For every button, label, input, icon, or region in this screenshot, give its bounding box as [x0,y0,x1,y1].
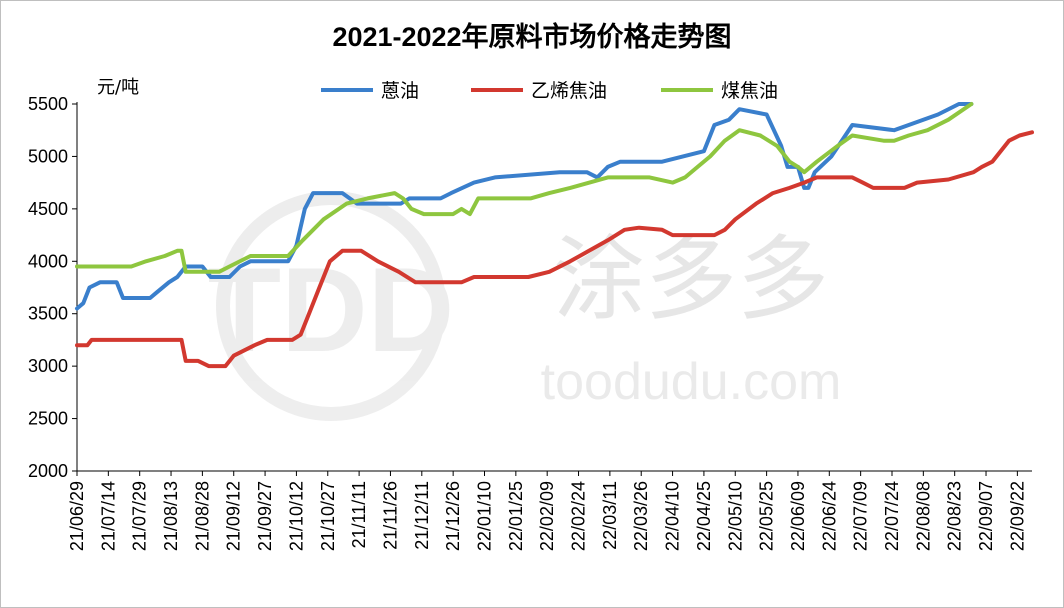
x-tick-label: 22/08/23 [945,481,965,551]
y-tick-label: 5500 [28,94,68,114]
x-tick-label: 22/06/24 [819,481,839,551]
legend-label-3: 煤焦油 [721,80,778,102]
x-tick-label: 21/11/11 [349,481,369,548]
y-tick-label: 3000 [28,356,68,376]
watermark-url: toodudu.com [541,353,842,411]
y-tick-label: 2500 [28,409,68,429]
x-tick-label: 22/05/10 [725,481,745,551]
x-tick-label: 22/06/09 [788,481,808,551]
x-tick-label: 22/08/08 [913,481,933,551]
x-tick-label: 21/10/27 [318,481,338,551]
x-tick-label: 21/12/26 [443,481,463,551]
x-tick-label: 22/03/11 [600,481,620,550]
watermark: TDD 涂多多 toodudu.com [208,191,842,421]
x-tick-label: 22/01/10 [474,481,494,551]
watermark-brand: 涂多多 [553,226,829,333]
x-tick-label: 22/07/09 [851,481,871,551]
watermark-logo-ring [216,191,446,421]
x-tick-label: 22/02/24 [569,481,589,551]
series-layer [75,102,1034,369]
x-tick-label: 22/09/07 [976,481,996,551]
y-axis-unit: 元/吨 [97,77,139,98]
legend-label-1: 蒽油 [381,80,419,102]
series-line-3 [75,102,974,274]
x-tick-label: 21/06/29 [67,481,87,551]
x-tick-label: 22/03/26 [631,481,651,551]
x-tick-label: 21/08/28 [192,481,212,551]
x-tick-label: 21/08/13 [161,481,181,551]
legend: 蒽油 乙烯焦油 煤焦油 [321,80,778,102]
series-line-1 [75,102,974,311]
series-line-2 [75,130,1034,369]
y-axis-ticks: 2000 2500 3000 3500 4000 4500 5000 5500 [28,94,77,481]
y-tick-label: 4500 [28,199,68,219]
x-axis-ticks: 21/06/29 21/07/14 21/07/29 21/08/13 21/08/28… [67,471,1027,551]
x-tick-label: 22/07/24 [882,481,902,551]
legend-label-2: 乙烯焦油 [531,80,607,102]
x-tick-label: 22/09/22 [1007,481,1027,551]
x-tick-label: 21/09/12 [224,481,244,551]
x-tick-label: 21/10/12 [286,481,306,551]
y-tick-label: 4000 [28,251,68,271]
x-tick-label: 22/02/09 [537,481,557,551]
watermark-logo-letters: TDD [208,243,455,377]
x-tick-label: 22/05/25 [757,481,777,551]
x-tick-label: 21/12/11 [412,481,432,550]
axes [76,102,1032,472]
x-tick-label: 21/07/29 [130,481,150,551]
chart-title: 2021-2022年原料市场价格走势图 [332,21,731,52]
y-tick-label: 5000 [28,146,68,166]
x-tick-label: 22/04/25 [694,481,714,551]
x-tick-label: 21/07/14 [98,481,118,551]
x-tick-label: 22/01/25 [506,481,526,551]
x-tick-label: 21/11/26 [380,481,400,550]
y-tick-label: 3500 [28,304,68,324]
x-tick-label: 21/09/27 [255,481,275,551]
y-tick-label: 2000 [28,461,68,481]
x-tick-label: 22/04/10 [663,481,683,551]
